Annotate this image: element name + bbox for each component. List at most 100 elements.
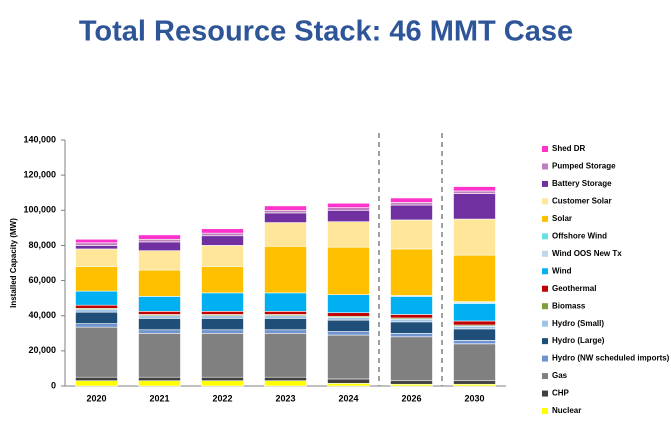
y-tick-label: 120,000 — [23, 170, 56, 180]
bar-segment — [138, 315, 181, 319]
bar-segment — [390, 296, 433, 315]
bar-segment — [201, 232, 244, 237]
bar-segment — [327, 312, 370, 317]
bar-segment — [327, 202, 370, 208]
legend-label: Hydro (NW scheduled imports) — [552, 354, 670, 363]
bar-segment — [264, 212, 307, 223]
legend-swatch — [542, 303, 548, 310]
bar-segment — [327, 207, 370, 211]
legend-label: Pumped Storage — [552, 162, 616, 171]
bar-segment — [327, 246, 370, 295]
bar-segment — [201, 235, 244, 246]
bar-segment — [327, 334, 370, 380]
legend-label: Biomass — [552, 301, 586, 310]
bar-segment — [264, 332, 307, 378]
legend-swatch — [542, 198, 548, 205]
legend-label: Customer Solar — [552, 197, 612, 206]
x-tick-label: 2024 — [338, 393, 358, 403]
bar-segment — [75, 326, 118, 378]
x-tick-label: 2026 — [401, 393, 421, 403]
bar-segment — [138, 311, 181, 315]
bar-segment — [201, 245, 244, 267]
bar-segment — [138, 234, 181, 240]
bar-segment — [264, 380, 307, 387]
bar-segment — [453, 380, 496, 385]
bar-segment — [201, 376, 244, 382]
bar-segment — [75, 304, 118, 309]
bar-segment — [75, 323, 118, 328]
legend-label: Geothermal — [552, 284, 596, 293]
legend-swatch — [542, 180, 548, 187]
legend-swatch — [542, 285, 548, 292]
legend-swatch — [542, 268, 548, 275]
bar-segment — [390, 318, 433, 323]
bar-segment — [201, 318, 244, 331]
bar-segment — [138, 296, 181, 312]
bar-segment — [390, 202, 433, 206]
bar-segment — [75, 266, 118, 292]
legend-label: CHP — [552, 389, 570, 398]
bar-segment — [327, 383, 370, 387]
bar-segment — [453, 320, 496, 326]
x-tick-label: 2030 — [464, 393, 484, 403]
y-tick-label: 140,000 — [23, 134, 56, 144]
bar-segment — [264, 209, 307, 214]
bar-segment — [390, 219, 433, 250]
bar-segment — [453, 340, 496, 345]
bar-segment — [201, 292, 244, 312]
legend-label: Gas — [552, 371, 568, 380]
bar-segment — [201, 315, 244, 319]
bar-segment — [75, 311, 118, 324]
legend-swatch — [542, 355, 548, 362]
bar-segment — [138, 318, 181, 331]
legend-swatch — [542, 338, 548, 345]
x-tick-label: 2021 — [149, 393, 169, 403]
legend-swatch — [542, 215, 548, 222]
x-tick-label: 2023 — [275, 393, 295, 403]
bar-segment — [390, 314, 433, 319]
bar-segment — [327, 319, 370, 332]
bar-segment — [75, 245, 118, 250]
y-tick-label: 0 — [51, 380, 56, 390]
bar-segment — [390, 332, 433, 338]
bar-segment — [138, 376, 181, 382]
bar-segment — [327, 317, 370, 321]
bar-segment — [201, 332, 244, 378]
bar-segment — [75, 309, 118, 313]
bar-segment — [327, 294, 370, 314]
bar-segment — [264, 222, 307, 247]
y-tick-label: 80,000 — [28, 240, 56, 250]
bar-segment — [453, 328, 496, 341]
legend-swatch — [542, 320, 548, 327]
bar-segment — [138, 380, 181, 387]
bar-segment — [75, 376, 118, 382]
bar-segment — [453, 254, 496, 302]
bar-segment — [390, 204, 433, 221]
legend-label: Hydro (Small) — [552, 319, 604, 328]
bar-segment — [201, 380, 244, 387]
bar-segment — [390, 197, 433, 203]
bar-segment — [390, 321, 433, 334]
bar-segment — [138, 250, 181, 271]
legend-swatch — [542, 373, 548, 380]
legend-swatch — [542, 146, 548, 152]
bar-segment — [201, 266, 244, 294]
bar-segment — [264, 329, 307, 334]
bar-segment — [264, 376, 307, 382]
bar-segment — [390, 248, 433, 296]
bar-segment — [453, 193, 496, 220]
chart-title: Total Resource Stack: 46 MMT Case — [79, 16, 573, 48]
bar-segment — [453, 186, 496, 192]
legend-swatch — [542, 408, 548, 414]
legend-label: Nuclear — [552, 406, 581, 415]
y-tick-label: 100,000 — [23, 205, 56, 215]
bar-segment — [75, 242, 118, 246]
bar-segment — [138, 332, 181, 378]
bar-segment — [264, 246, 307, 294]
bar-segment — [264, 311, 307, 315]
bar-segment — [264, 292, 307, 312]
bar-segment — [138, 329, 181, 334]
bar-segment — [264, 318, 307, 331]
